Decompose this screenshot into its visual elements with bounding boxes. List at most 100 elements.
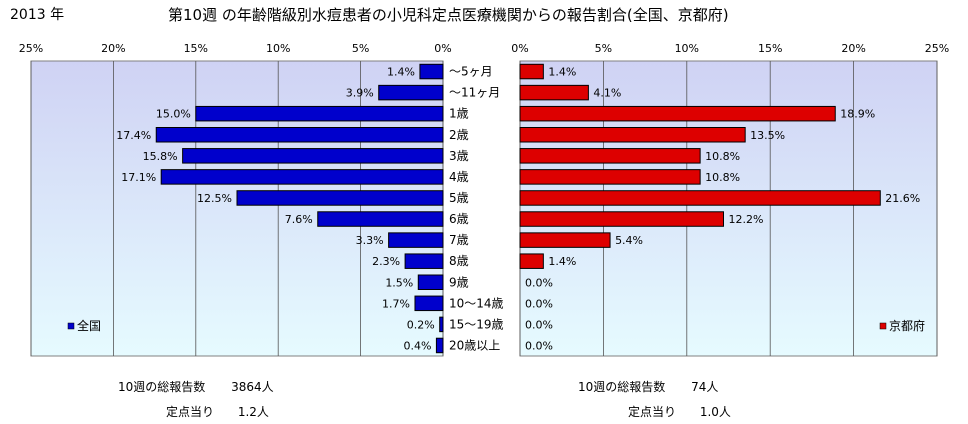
value-label-left: 15.8% — [143, 150, 178, 163]
value-label-right: 13.5% — [750, 129, 785, 142]
value-label-right: 5.4% — [615, 234, 643, 247]
footer-left-total-label: 10週の総報告数 — [118, 380, 206, 394]
value-label-left: 17.1% — [121, 171, 156, 184]
category-label: 5歳 — [449, 191, 469, 205]
category-label: ～5ヶ月 — [449, 65, 493, 79]
value-label-left: 17.4% — [116, 129, 151, 142]
value-label-right: 18.9% — [840, 108, 875, 121]
legend-label-left: 全国 — [77, 318, 101, 333]
footer-left-total-value: 3864人 — [231, 380, 274, 394]
value-label-right: 10.8% — [705, 171, 740, 184]
plot-area-left — [30, 60, 444, 357]
category-label: 8歳 — [449, 254, 469, 268]
tick-label-left: 15% — [184, 42, 208, 55]
category-label: 9歳 — [449, 275, 469, 289]
value-label-left: 1.5% — [385, 276, 413, 289]
value-label-left: 12.5% — [197, 192, 232, 205]
value-label-right: 0.0% — [525, 276, 553, 289]
value-label-right: 21.6% — [885, 192, 920, 205]
bar-left — [317, 211, 444, 227]
tick-label-right: 5% — [595, 42, 612, 55]
value-label-left: 0.2% — [407, 318, 435, 331]
title-row: 2013 年 第10週 の年齢階級別水痘患者の小児科定点医療機関からの報告割合(… — [0, 4, 968, 26]
value-label-left: 2.3% — [372, 255, 400, 268]
category-label: ～11ヶ月 — [449, 86, 500, 100]
tick-label-right: 25% — [925, 42, 949, 55]
value-label-left: 1.4% — [387, 66, 415, 79]
tick-label-right: 0% — [511, 42, 528, 55]
bar-right — [519, 105, 836, 122]
category-label: 15～19歳 — [449, 317, 504, 331]
bar-left — [155, 127, 444, 143]
bar-left — [236, 190, 444, 206]
value-label-right: 12.2% — [728, 213, 763, 226]
value-label-right: 0.0% — [525, 339, 553, 352]
category-label: 1歳 — [449, 107, 469, 121]
category-label: 10～14歳 — [449, 296, 504, 310]
value-label-right: 0.0% — [525, 318, 553, 331]
footer-left-per-value: 1.2人 — [237, 405, 269, 419]
tick-label-right: 20% — [841, 42, 865, 55]
value-label-right: 0.0% — [525, 297, 553, 310]
plot-area-right — [519, 60, 938, 357]
value-label-left: 15.0% — [156, 108, 191, 121]
value-label-left: 7.6% — [285, 213, 313, 226]
tick-label-left: 0% — [434, 42, 451, 55]
value-label-left: 0.4% — [403, 339, 431, 352]
footer-right-total: 10週の総報告数 74人 — [578, 378, 718, 395]
value-label-left: 3.3% — [356, 234, 384, 247]
category-label: 4歳 — [449, 170, 469, 184]
legend-swatch-right — [879, 322, 887, 330]
value-label-left: 1.7% — [382, 297, 410, 310]
category-label: 3歳 — [449, 149, 469, 163]
legend-label-right: 京都府 — [889, 318, 925, 333]
footer-right-per: 定点当り 1.0人 — [628, 403, 731, 420]
footer-right-total-value: 74人 — [691, 380, 719, 394]
bar-right — [519, 127, 746, 143]
value-label-right: 1.4% — [548, 255, 576, 268]
bar-left — [419, 63, 444, 80]
category-label: 7歳 — [449, 233, 469, 247]
category-label: 20歳以上 — [449, 338, 500, 352]
category-label: 6歳 — [449, 212, 469, 226]
category-label: 2歳 — [449, 128, 469, 142]
tick-label-left: 25% — [19, 42, 43, 55]
tick-label-left: 10% — [266, 42, 290, 55]
tick-label-left: 20% — [101, 42, 125, 55]
tick-label-right: 15% — [758, 42, 782, 55]
footer-right-total-label: 10週の総報告数 — [578, 380, 666, 394]
bar-left — [182, 148, 444, 164]
legend-swatch-left — [67, 322, 75, 330]
bar-right — [519, 169, 701, 185]
tick-label-right: 10% — [675, 42, 699, 55]
footer-right-per-value: 1.0人 — [699, 405, 731, 419]
bar-right — [519, 232, 611, 248]
year-label: 2013 年 — [10, 7, 65, 23]
footer-right-per-label: 定点当り — [628, 405, 677, 419]
value-label-left: 3.9% — [346, 87, 374, 100]
bar-left — [435, 337, 444, 354]
bar-right — [519, 253, 544, 269]
footer-left-total: 10週の総報告数 3864人 — [118, 378, 274, 395]
bar-right — [519, 84, 589, 101]
bar-left — [195, 105, 444, 122]
bar-right — [519, 148, 701, 164]
bar-left — [160, 169, 444, 185]
bar-left — [414, 295, 444, 312]
value-label-right: 1.4% — [548, 66, 576, 79]
tick-label-left: 5% — [352, 42, 369, 55]
bar-right — [519, 190, 881, 206]
bar-left — [417, 274, 444, 290]
footer-left-per: 定点当り 1.2人 — [166, 403, 269, 420]
value-label-right: 10.8% — [705, 150, 740, 163]
bar-right — [519, 211, 724, 227]
footer-left-per-label: 定点当り — [166, 405, 215, 419]
chart-title: 第10週 の年齢階級別水痘患者の小児科定点医療機関からの報告割合(全国、京都府) — [168, 6, 729, 24]
bar-left — [439, 316, 444, 333]
bar-right — [519, 63, 544, 80]
value-label-right: 4.1% — [593, 87, 621, 100]
bar-left — [378, 84, 444, 101]
bar-left — [388, 232, 444, 248]
bar-left — [404, 253, 444, 269]
